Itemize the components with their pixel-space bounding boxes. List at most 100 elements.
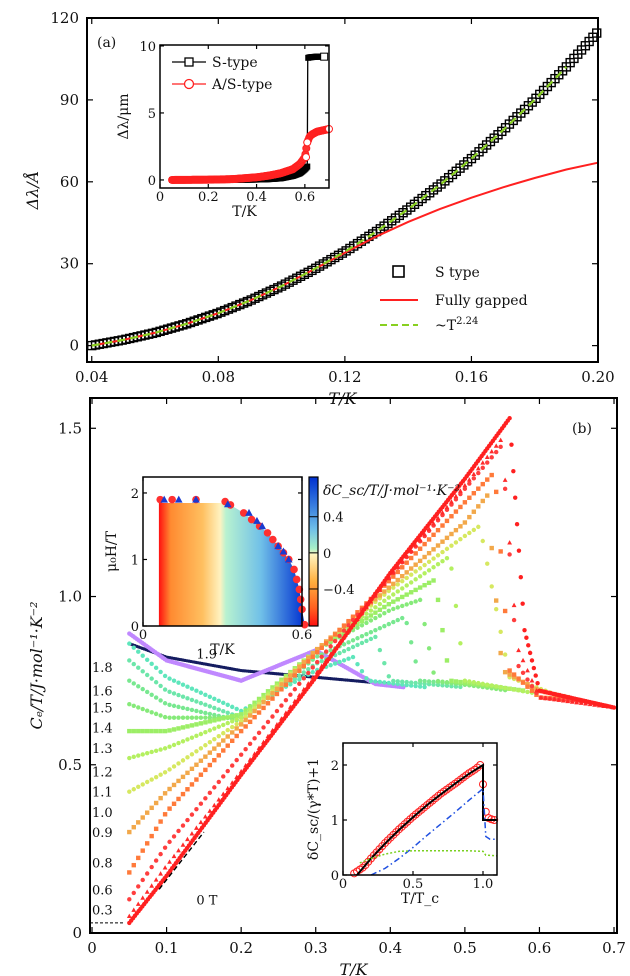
data-marker — [502, 486, 508, 492]
data-marker — [194, 777, 199, 782]
data-marker — [194, 688, 199, 693]
x-tick-label: 0.2 — [198, 190, 219, 205]
data-marker — [144, 657, 150, 662]
data-marker — [127, 658, 132, 663]
data-marker — [435, 597, 441, 603]
data-marker — [319, 654, 324, 660]
data-marker — [426, 550, 432, 556]
data-marker — [234, 721, 239, 727]
data-marker — [270, 696, 275, 701]
data-marker — [176, 726, 181, 731]
data-marker — [261, 692, 266, 698]
data-marker — [493, 606, 499, 612]
data-marker — [368, 629, 374, 635]
inset-s-type-marker — [320, 52, 329, 61]
data-marker — [180, 694, 186, 699]
data-marker — [306, 667, 311, 672]
data-marker — [417, 566, 423, 571]
data-marker — [256, 696, 262, 702]
data-marker — [207, 762, 213, 768]
data-marker — [422, 554, 427, 560]
data-marker — [140, 706, 145, 712]
data-marker — [194, 699, 199, 704]
data-marker — [391, 599, 396, 604]
data-marker — [140, 728, 145, 734]
phase-circle-marker — [292, 575, 301, 584]
data-marker — [382, 598, 387, 604]
y-tick-label: 1.0 — [58, 588, 82, 606]
data-marker — [498, 437, 504, 443]
data-marker — [167, 744, 172, 749]
data-marker — [198, 715, 204, 720]
data-marker — [359, 640, 365, 646]
data-marker — [328, 644, 333, 649]
data-marker — [167, 839, 172, 845]
data-marker — [194, 806, 199, 812]
data-marker — [127, 678, 132, 683]
data-marker — [471, 527, 477, 533]
data-marker — [135, 901, 141, 906]
data-marker — [408, 590, 414, 595]
data-marker — [373, 627, 378, 633]
data-marker — [189, 735, 195, 740]
data-marker — [368, 636, 374, 642]
data-marker — [516, 548, 522, 553]
data-marker — [431, 532, 436, 538]
data-marker — [386, 585, 392, 590]
data-marker — [386, 680, 392, 686]
data-marker — [238, 722, 244, 727]
data-marker — [471, 491, 477, 496]
data-marker — [476, 486, 481, 491]
phase-circle-marker — [247, 515, 256, 524]
data-marker — [171, 703, 177, 709]
data-marker — [207, 808, 213, 813]
data-marker — [502, 652, 508, 657]
data-marker — [337, 633, 342, 639]
colorbar-tick-label: 0.4 — [323, 511, 344, 526]
data-marker — [198, 731, 204, 737]
y-tick-label: 90 — [60, 91, 79, 109]
data-marker — [355, 636, 360, 641]
data-marker — [230, 738, 235, 744]
data-marker — [377, 613, 383, 618]
x-tick-label: 0.12 — [328, 368, 361, 386]
data-marker — [578, 700, 584, 705]
data-marker — [493, 684, 499, 689]
data-marker — [171, 764, 177, 769]
data-marker — [453, 527, 459, 533]
data-marker — [238, 752, 244, 757]
x-tick-label: 0 — [139, 628, 147, 643]
data-marker — [207, 711, 213, 717]
data-marker — [426, 646, 432, 651]
data-marker — [306, 670, 311, 676]
data-marker — [162, 812, 168, 817]
data-marker — [475, 465, 481, 471]
data-marker — [377, 679, 383, 685]
data-marker — [422, 582, 427, 588]
data-marker — [185, 787, 190, 792]
data-marker — [408, 566, 414, 571]
data-marker — [185, 684, 190, 689]
data-marker — [225, 710, 230, 716]
data-marker — [144, 672, 150, 678]
data-marker — [144, 689, 150, 695]
data-marker — [440, 558, 445, 564]
zero-field-fit-line — [158, 831, 205, 890]
data-marker — [350, 638, 356, 643]
data-marker — [458, 491, 463, 497]
data-marker — [480, 681, 485, 687]
data-marker — [167, 676, 172, 681]
data-marker — [176, 828, 181, 834]
data-marker — [513, 495, 518, 500]
data-marker — [252, 736, 257, 741]
data-marker — [467, 679, 472, 684]
data-marker — [283, 697, 289, 703]
data-marker — [207, 719, 213, 724]
data-marker — [382, 623, 387, 629]
data-marker — [391, 574, 396, 579]
data-marker — [328, 662, 333, 668]
data-marker — [341, 623, 347, 628]
ratio-circle-marker — [420, 803, 429, 812]
data-marker — [230, 763, 235, 768]
